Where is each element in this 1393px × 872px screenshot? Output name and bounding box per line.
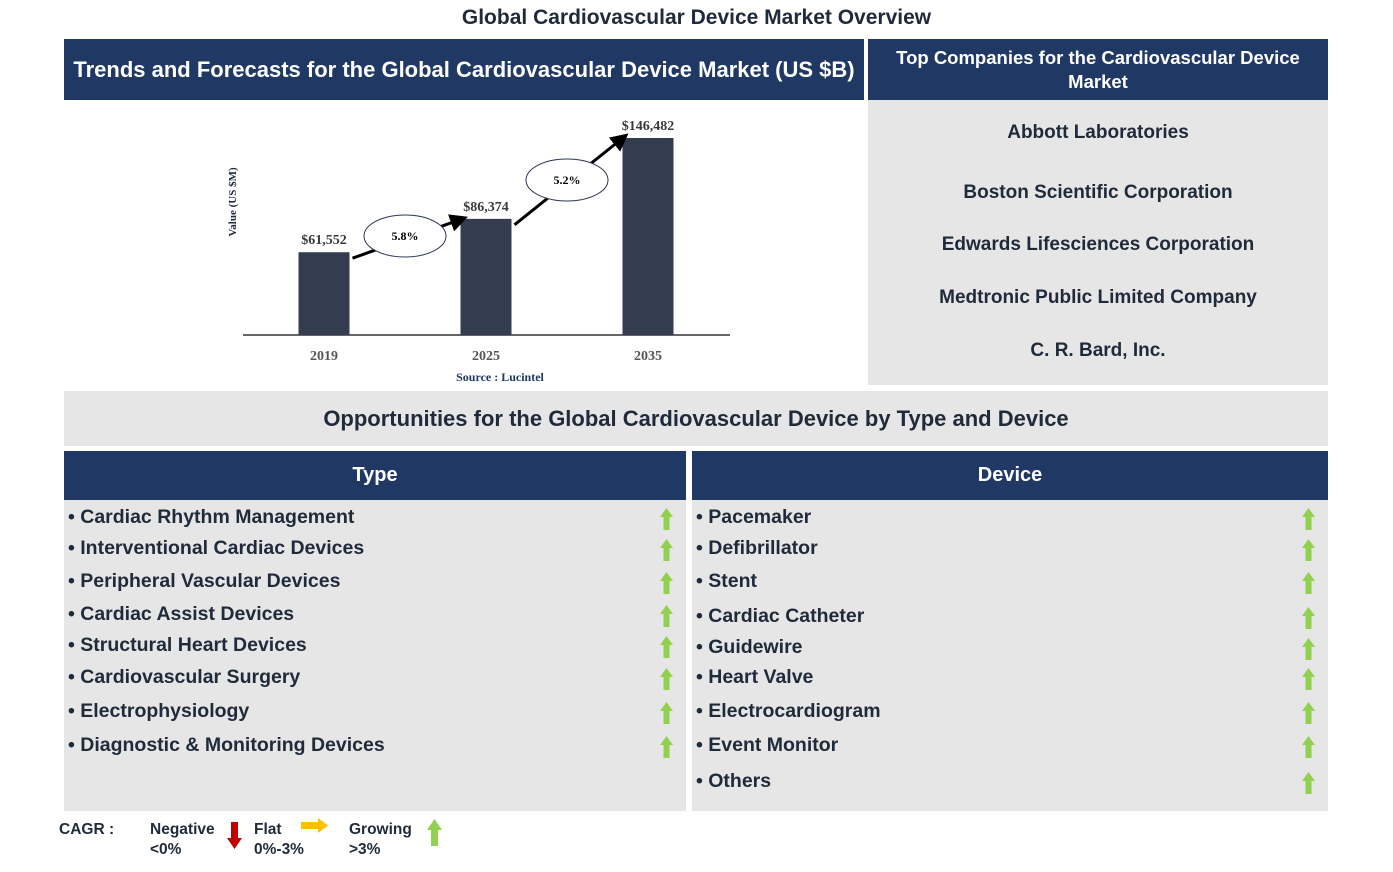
x-tick-label: 2025 (472, 349, 500, 364)
growing-arrow-icon (660, 508, 674, 530)
device-item: • Cardiac Catheter (696, 605, 865, 627)
cagr-label: 5.8% (392, 229, 419, 243)
device-list: • Pacemaker • Defibrillator • Stent • Cardi… (692, 500, 1328, 811)
legend-label: CAGR : (59, 821, 115, 838)
type-item: • Peripheral Vascular Devices (68, 570, 341, 592)
growing-arrow-icon (1302, 638, 1316, 660)
companies-list: Abbott Laboratories Boston Scientific Cor… (868, 100, 1328, 385)
legend-growing-label: Growing (349, 821, 412, 838)
y-axis-label: Value (US $M) (227, 167, 239, 237)
down-arrow-icon (227, 822, 242, 849)
growing-arrow-icon (1302, 772, 1316, 794)
bar-2025 (460, 218, 512, 335)
legend-flat: Flat 0%-3% (254, 820, 304, 860)
device-item: • Others (696, 770, 772, 792)
x-tick-label: 2035 (634, 349, 662, 364)
page-title: Global Cardiovascular Device Market Over… (461, 6, 932, 29)
data-label: $61,552 (301, 233, 347, 248)
cagr-bubble (525, 158, 609, 202)
growing-arrow-icon (1302, 508, 1316, 530)
type-item: • Cardiovascular Surgery (68, 666, 301, 688)
legend-flat-label: Flat (254, 821, 282, 838)
company-item: Abbott Laboratories (1007, 122, 1189, 143)
right-arrow-icon (301, 818, 328, 833)
device-header: Device (692, 451, 1328, 500)
legend-growing: Growing >3% (349, 820, 412, 860)
device-item: • Heart Valve (696, 666, 814, 688)
device-item: • Guidewire (696, 636, 803, 658)
device-item: • Event Monitor (696, 734, 839, 756)
growing-arrow-icon (1302, 572, 1316, 594)
growing-arrow-icon (660, 668, 674, 690)
company-item: Medtronic Public Limited Company (939, 287, 1257, 308)
type-item: • Cardiac Rhythm Management (68, 506, 355, 528)
up-arrow-icon (427, 819, 442, 846)
source-label: Source : Lucintel (456, 370, 544, 384)
growing-arrow-icon (660, 605, 674, 627)
company-item: Edwards Lifesciences Corporation (941, 234, 1255, 255)
type-item: • Electrophysiology (68, 700, 250, 722)
type-item: • Interventional Cardiac Devices (68, 537, 365, 559)
device-item: • Pacemaker (696, 506, 812, 528)
type-item: • Cardiac Assist Devices (68, 603, 295, 625)
type-header: Type (64, 451, 686, 500)
cagr-bubble (363, 214, 447, 258)
growing-arrow-icon (660, 572, 674, 594)
company-item: Boston Scientific Corporation (963, 182, 1233, 203)
growing-arrow-icon (660, 736, 674, 758)
bar-2035 (622, 138, 674, 335)
growing-arrow-icon (660, 636, 674, 658)
legend-negative-range: <0% (150, 841, 182, 858)
chart-panel-title: Trends and Forecasts for the Global Card… (64, 39, 864, 100)
device-item: • Stent (696, 570, 757, 592)
growing-arrow-icon (1302, 607, 1316, 629)
x-tick-label: 2019 (310, 349, 338, 364)
opportunities-title: Opportunities for the Global Cardiovascu… (64, 391, 1328, 446)
data-label: $86,374 (463, 200, 509, 215)
type-item: • Structural Heart Devices (68, 634, 307, 656)
growing-arrow-icon (1302, 702, 1316, 724)
growing-arrow-icon (1302, 539, 1316, 561)
companies-title: Top Companies for the Cardiovascular Dev… (868, 39, 1328, 100)
type-list: • Cardiac Rhythm Management • Interventio… (64, 500, 686, 811)
type-item: • Diagnostic & Monitoring Devices (68, 734, 385, 756)
data-label: $146,482 (622, 119, 675, 134)
growing-arrow-icon (660, 702, 674, 724)
growing-arrow-icon (660, 539, 674, 561)
legend-negative-label: Negative (150, 821, 215, 838)
device-item: • Electrocardiogram (696, 700, 881, 722)
growing-arrow-icon (1302, 736, 1316, 758)
growing-arrow-icon (1302, 668, 1316, 690)
legend-growing-range: >3% (349, 841, 381, 858)
bar-chart: Value (US $M) $61,552 2019 $86,374 2025 $146,… (227, 119, 730, 384)
legend-negative: Negative <0% (150, 820, 215, 860)
cagr-label: 5.2% (554, 173, 581, 187)
bar-2019 (298, 252, 350, 335)
company-item: C. R. Bard, Inc. (1030, 340, 1166, 361)
legend-flat-range: 0%-3% (254, 841, 304, 858)
device-item: • Defibrillator (696, 537, 818, 559)
